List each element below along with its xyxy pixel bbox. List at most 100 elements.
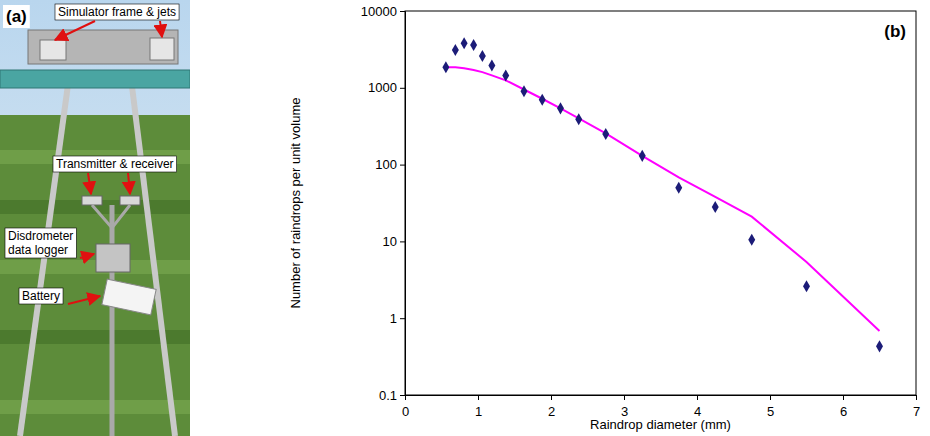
data-point <box>539 94 546 106</box>
tick-mark <box>624 395 625 400</box>
tick-mark <box>400 165 405 166</box>
axis-line <box>406 396 917 401</box>
data-point <box>712 201 719 213</box>
frame-leg <box>130 70 175 436</box>
data-point <box>675 182 682 194</box>
data-point <box>461 37 468 49</box>
line-series <box>446 67 880 331</box>
tick: 6 <box>840 395 847 419</box>
arrow <box>128 173 130 194</box>
tick-mark <box>478 395 479 400</box>
data-point <box>748 234 755 246</box>
arrow <box>88 173 91 194</box>
tick-label: 0.1 <box>379 388 397 403</box>
data-point <box>479 50 486 62</box>
data-logger <box>96 244 130 272</box>
annotation: Disdrometerdata logger <box>5 228 94 258</box>
sky <box>0 0 190 436</box>
pole <box>110 205 115 436</box>
photo-panel <box>0 0 190 436</box>
data-point <box>557 102 564 114</box>
x-axis-title: Raindrop diameter (mm) <box>590 417 731 432</box>
tick-mark <box>400 395 405 396</box>
data-point <box>575 113 582 125</box>
annotation-text: Transmitter & receiver <box>56 157 174 171</box>
annotation-text: Simulator frame & jets <box>58 5 176 19</box>
photo-labels: (a) Simulator frame & jets Transmitter & r… <box>3 4 179 304</box>
marks <box>442 37 883 352</box>
tick: 7 <box>913 395 920 419</box>
annotation: Simulator frame & jets <box>55 4 179 40</box>
annotation: Transmitter & receiver <box>53 156 177 194</box>
arrow <box>68 296 100 304</box>
panel-letter: (b) <box>884 22 906 41</box>
pipe <box>0 70 190 88</box>
y-axis: 0.1 1 10 100 1000 10000 <box>361 4 406 403</box>
data-point <box>442 61 449 73</box>
simulator-frame <box>28 30 178 64</box>
tick-mark <box>551 395 552 400</box>
tick: 2 <box>548 395 555 419</box>
arrow <box>160 21 162 37</box>
jet <box>150 38 174 60</box>
tick: 10 <box>383 234 405 249</box>
data-point <box>488 59 495 71</box>
tick: 1 <box>475 395 482 419</box>
panel-letter: (a) <box>6 7 27 26</box>
crop-row <box>0 400 190 414</box>
tick: 4 <box>694 395 701 419</box>
tick-label: 7 <box>913 404 920 419</box>
tick-label: 5 <box>767 404 774 419</box>
x-axis: 0 1 2 3 4 5 6 7 <box>402 395 920 419</box>
tick-mark <box>400 241 405 242</box>
tick-label: 10000 <box>361 4 397 19</box>
tick: 0.1 <box>379 388 405 403</box>
label-box <box>3 5 30 28</box>
label-box <box>53 156 177 172</box>
data-point <box>639 150 646 162</box>
axis-line <box>400 12 406 396</box>
tick: 10000 <box>361 4 405 19</box>
tick-mark <box>916 395 917 400</box>
crop-row <box>0 260 190 274</box>
data-point <box>803 280 810 292</box>
data-point <box>502 69 509 81</box>
tick-mark <box>400 88 405 89</box>
tick: 0 <box>402 395 409 419</box>
data-point <box>602 128 609 140</box>
annotation-text: Battery <box>22 289 60 303</box>
label-box <box>19 288 63 304</box>
arrow <box>55 21 95 40</box>
tick-mark <box>697 395 698 400</box>
data-point <box>452 44 459 56</box>
tick: 1 <box>390 311 405 326</box>
sensor-arm <box>92 205 130 228</box>
tick: 3 <box>621 395 628 419</box>
receiver <box>120 196 140 205</box>
jet <box>40 40 66 60</box>
chart: 0 1 2 3 4 5 6 7 0.1 1 10 100 1000 10000 Raindrop diame… <box>288 4 920 432</box>
data-point <box>521 85 528 97</box>
annotation-text: Disdrometerdata logger <box>8 229 73 257</box>
tick: 1000 <box>368 80 405 95</box>
tick-label: 1 <box>475 404 482 419</box>
tick-label: 0 <box>402 404 409 419</box>
tick-label: 10 <box>383 234 397 249</box>
figure: (a) Simulator frame & jets Transmitter & r… <box>0 0 930 436</box>
tick-label: 100 <box>375 157 397 172</box>
plot-frame <box>405 11 916 395</box>
tick: 5 <box>767 395 774 419</box>
tick-mark <box>770 395 771 400</box>
tick-mark <box>843 395 844 400</box>
tick-mark <box>400 318 405 319</box>
label-box <box>5 228 76 258</box>
y-axis-title: Number of raindrops per unit volume <box>288 98 303 309</box>
annotation: Battery <box>19 288 100 304</box>
battery <box>102 279 156 315</box>
tick-label: 6 <box>840 404 847 419</box>
tick-mark <box>400 11 405 12</box>
transmitter <box>82 196 102 205</box>
arrow <box>80 254 94 258</box>
data-point <box>470 39 477 51</box>
tick-label: 1 <box>390 311 397 326</box>
